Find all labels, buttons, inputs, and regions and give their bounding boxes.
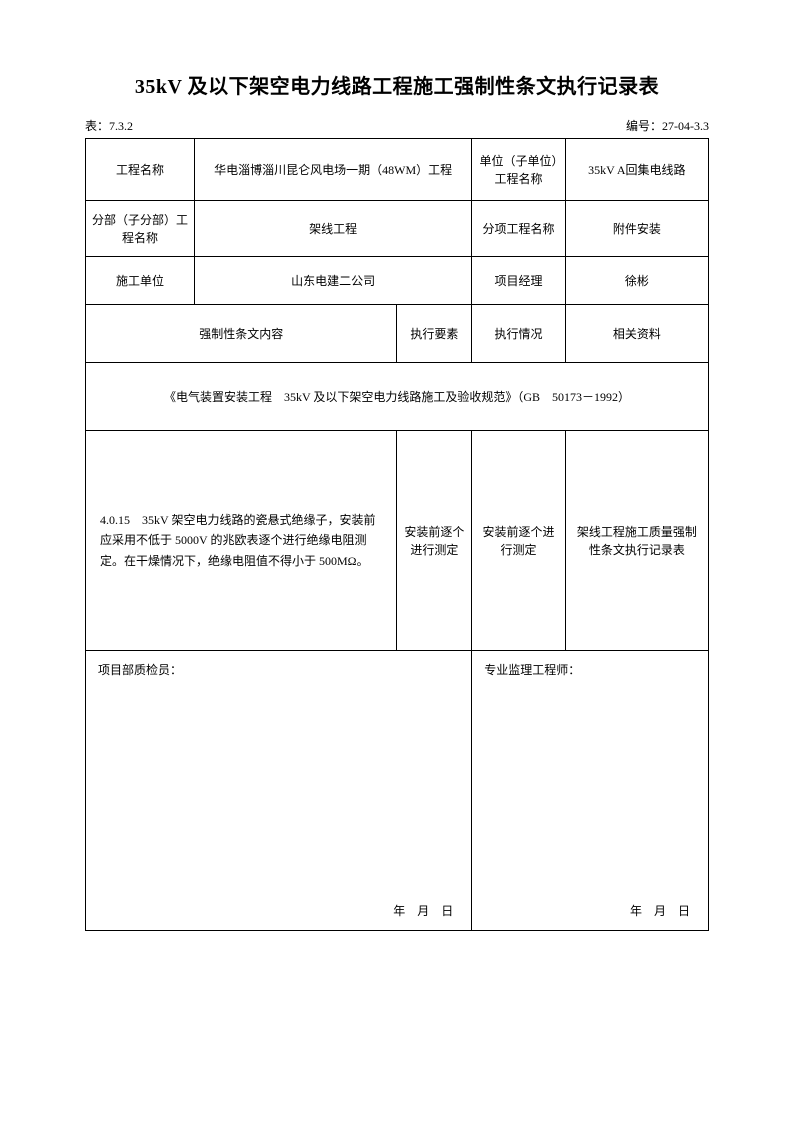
mandatory-content: 4.0.15 35kV 架空电力线路的瓷悬式绝缘子，安装前应采用不低于 5000… xyxy=(86,431,397,651)
label-division-name: 分部（子分部）工程名称 xyxy=(86,201,195,257)
table-row: 施工单位 山东电建二公司 项目经理 徐彬 xyxy=(86,257,709,305)
label-exec-element: 执行要素 xyxy=(397,305,472,363)
value-construction-unit: 山东电建二公司 xyxy=(195,257,472,305)
related-docs-value: 架线工程施工质量强制性条文执行记录表 xyxy=(565,431,708,651)
label-subitem-name: 分项工程名称 xyxy=(472,201,565,257)
label-construction-unit: 施工单位 xyxy=(86,257,195,305)
label-unit-project-name: 单位（子单位）工程名称 xyxy=(472,139,565,201)
header-row: 表：7.3.2 编号：27-04-3.3 xyxy=(85,117,709,134)
value-unit-project-name: 35kV A回集电线路 xyxy=(565,139,708,201)
table-row: 4.0.15 35kV 架空电力线路的瓷悬式绝缘子，安装前应采用不低于 5000… xyxy=(86,431,709,651)
table-row: 工程名称 华电淄博淄川昆仑风电场一期（48WM）工程 单位（子单位）工程名称 3… xyxy=(86,139,709,201)
supervisor-label: 专业监理工程师： xyxy=(484,663,580,677)
supervisor-date: 年 月 日 xyxy=(630,902,690,920)
standard-text: 《电气装置安装工程 35kV 及以下架空电力线路施工及验收规范》（GB 5017… xyxy=(86,363,709,431)
table-row: 强制性条文内容 执行要素 执行情况 相关资料 xyxy=(86,305,709,363)
table-row: 分部（子分部）工程名称 架线工程 分项工程名称 附件安装 xyxy=(86,201,709,257)
label-mandatory-content: 强制性条文内容 xyxy=(86,305,397,363)
table-row: 《电气装置安装工程 35kV 及以下架空电力线路施工及验收规范》（GB 5017… xyxy=(86,363,709,431)
table-row: 项目部质检员： 年 月 日 专业监理工程师： 年 月 日 xyxy=(86,651,709,931)
supervisor-cell: 专业监理工程师： 年 月 日 xyxy=(472,651,709,931)
page-title: 35kV 及以下架空电力线路工程施工强制性条文执行记录表 xyxy=(85,70,709,99)
exec-status-value: 安装前逐个进行测定 xyxy=(472,431,565,651)
value-project-name: 华电淄博淄川昆仑风电场一期（48WM）工程 xyxy=(195,139,472,201)
doc-number: 编号：27-04-3.3 xyxy=(626,117,709,134)
inspector-cell: 项目部质检员： 年 月 日 xyxy=(86,651,472,931)
label-related-docs: 相关资料 xyxy=(565,305,708,363)
exec-element-value: 安装前逐个进行测定 xyxy=(397,431,472,651)
mandatory-text: 4.0.15 35kV 架空电力线路的瓷悬式绝缘子，安装前应采用不低于 5000… xyxy=(92,510,390,571)
label-exec-status: 执行情况 xyxy=(472,305,565,363)
label-project-name: 工程名称 xyxy=(86,139,195,201)
main-table: 工程名称 华电淄博淄川昆仑风电场一期（48WM）工程 单位（子单位）工程名称 3… xyxy=(85,138,709,931)
value-subitem-name: 附件安装 xyxy=(565,201,708,257)
value-project-manager: 徐彬 xyxy=(565,257,708,305)
label-project-manager: 项目经理 xyxy=(472,257,565,305)
value-division-name: 架线工程 xyxy=(195,201,472,257)
inspector-label: 项目部质检员： xyxy=(98,663,182,677)
table-ref: 表：7.3.2 xyxy=(85,117,133,134)
inspector-date: 年 月 日 xyxy=(393,902,453,920)
